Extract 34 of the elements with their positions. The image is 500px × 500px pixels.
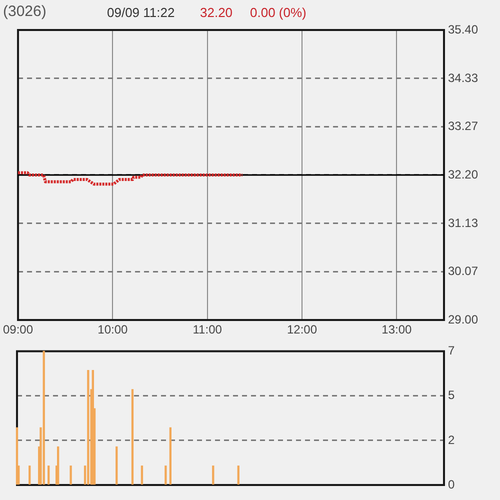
chart-subtitle: 09/09 11:22 [107,4,175,21]
bar [48,466,50,485]
text: 32.20 [200,4,233,21]
x-tick-label: 09:00 [3,322,34,337]
bar [237,466,240,485]
y-tick-label: 32.20 [448,167,478,182]
bar [131,389,134,485]
line-series [18,171,244,186]
x-tick-label: 10:00 [98,322,128,337]
y-tick-label: 33.27 [448,118,478,133]
bar [116,446,118,485]
y-tick-label: 35.40 [448,22,478,36]
text: 0.00 (0%) [250,4,306,21]
bar [87,370,90,485]
y-tick-label: 7 [448,344,455,358]
bar [42,350,45,485]
chart-title: (3026) [3,3,46,21]
y-tick-label: 30.07 [448,264,478,278]
bar [57,446,60,485]
y-tick-label: 29.00 [448,312,478,326]
bar [169,427,172,485]
y-tick-label: 31.13 [448,216,478,230]
bar [212,466,214,485]
x-tick-label: 11:00 [192,322,222,337]
y-tick-label: 5 [448,388,455,402]
bar [140,466,144,485]
y-tick-label: 0 [448,477,455,492]
bar [164,466,167,485]
y-tick-label: 2 [448,432,455,447]
x-tick-label: 13:00 [382,322,412,337]
x-tick-label: 12:00 [286,322,318,337]
bar [28,466,31,485]
y-tick-label: 34.33 [448,70,478,85]
bar [70,466,72,485]
